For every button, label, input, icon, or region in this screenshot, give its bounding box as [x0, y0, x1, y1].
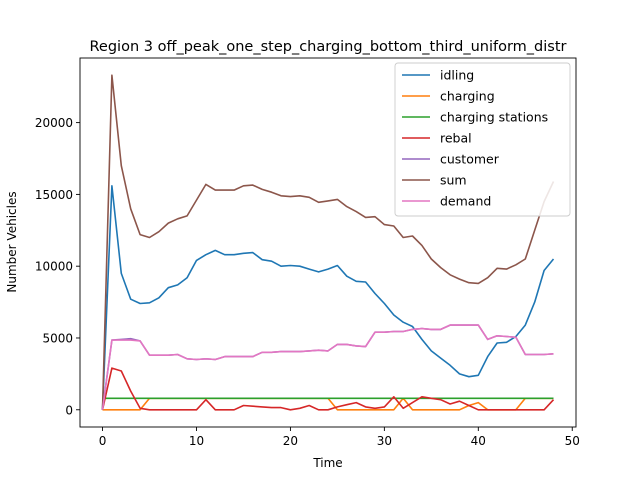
axes: 0 10 20 30 40 50 0 5000 10000 15000 20000	[35, 57, 580, 448]
y-tick-label: 15000	[35, 188, 73, 202]
x-tick-label: 0	[99, 434, 107, 448]
y-tick-label: 10000	[35, 260, 73, 274]
y-tick-label: 5000	[42, 331, 73, 345]
legend-label: demand	[440, 194, 491, 209]
legend: idling charging charging stations rebal cust…	[394, 62, 571, 217]
legend-box	[394, 62, 571, 217]
y-tick-label: 0	[65, 403, 73, 417]
legend-label: rebal	[440, 131, 472, 146]
x-tick-label: 50	[565, 434, 580, 448]
y-tick-label: 20000	[35, 116, 73, 130]
chart-title: Region 3 off_peak_one_step_charging_bott…	[90, 39, 567, 55]
series-lines	[101, 74, 555, 411]
series-line-rebal	[101, 367, 555, 411]
legend-label: sum	[440, 173, 467, 188]
series-line-idling	[101, 185, 555, 410]
x-tick-label: 40	[471, 434, 486, 448]
axes-frame	[79, 57, 577, 428]
x-tick-label: 10	[189, 434, 204, 448]
series-line-sum	[101, 74, 555, 410]
legend-label: charging	[440, 89, 495, 104]
series-line-demand	[101, 324, 554, 410]
legend-label: idling	[440, 68, 474, 83]
x-axis-label: Time	[312, 456, 342, 470]
y-axis-label: Number Vehicles	[5, 191, 19, 292]
legend-label: customer	[440, 152, 500, 167]
x-tick-label: 30	[377, 434, 392, 448]
legend-label: charging stations	[440, 110, 548, 125]
x-tick-label: 20	[283, 434, 298, 448]
